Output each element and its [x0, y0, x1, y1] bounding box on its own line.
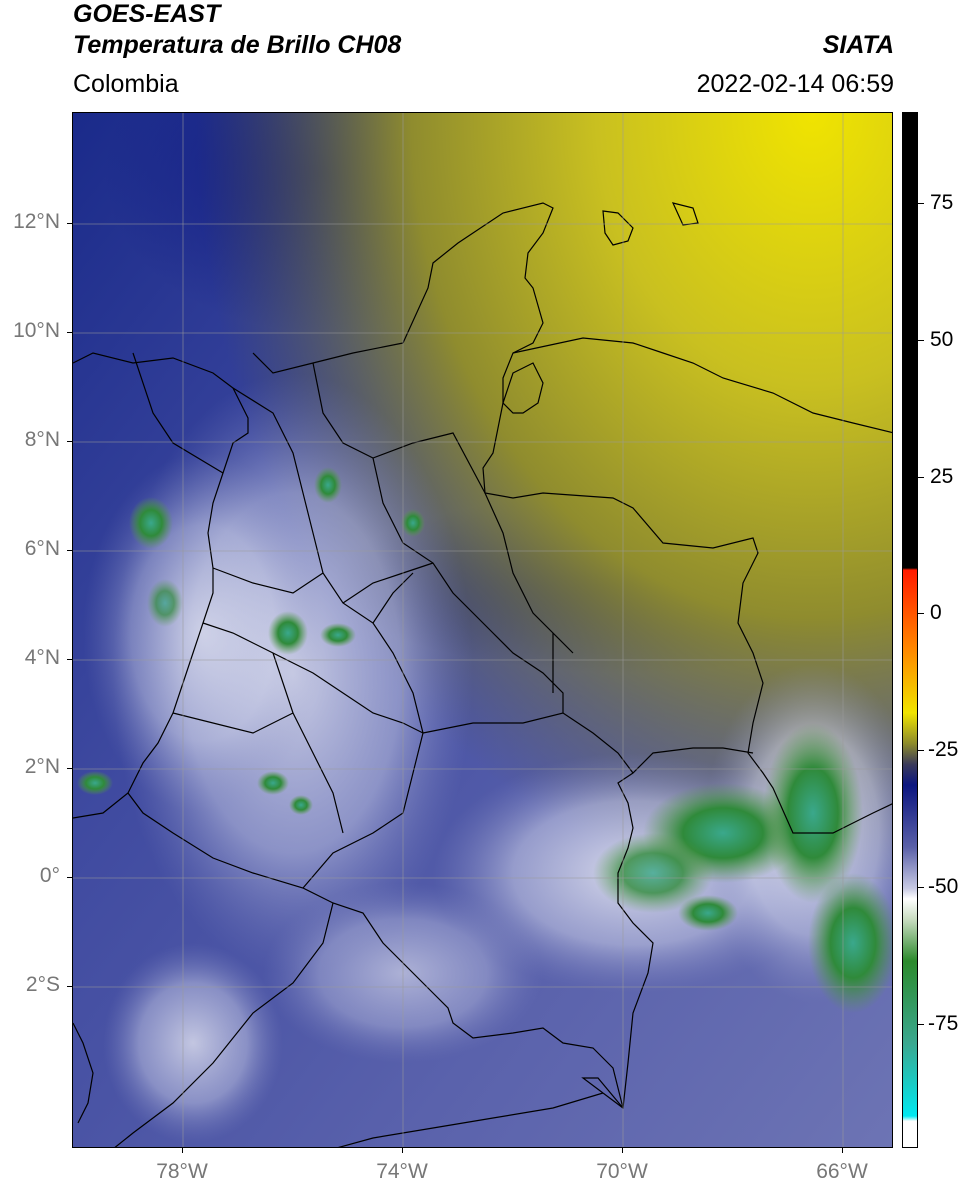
- colorbar-label-0: 0: [930, 601, 942, 624]
- colorbar-label-minus50: -50: [928, 875, 959, 898]
- lat-tick-mark: [67, 768, 72, 769]
- colorbar-tick-mark: [918, 477, 924, 478]
- colorbar-label-minus75: -75: [928, 1012, 959, 1035]
- colorbar-tick-mark: [918, 887, 924, 888]
- lat-label-12n: 12°N: [13, 210, 60, 233]
- colorbar-tick-mark: [918, 340, 924, 341]
- colorbar-label-25: 25: [930, 465, 954, 488]
- colorbar-tick-mark: [918, 1024, 924, 1025]
- lat-label-4n: 4°N: [24, 646, 60, 669]
- lon-label-78w: 78°W: [156, 1160, 208, 1183]
- country-borders: [73, 202, 892, 1147]
- lat-tick-mark: [67, 332, 72, 333]
- lat-tick-mark: [67, 550, 72, 551]
- lon-label-74w: 74°W: [376, 1160, 428, 1183]
- map-image: [73, 113, 892, 1147]
- lat-tick-mark: [67, 223, 72, 224]
- lat-tick-mark: [67, 877, 72, 878]
- title-product: Temperatura de Brillo CH08: [73, 31, 402, 59]
- lat-label-equator: 0°: [39, 864, 60, 887]
- lat-label-6n: 6°N: [24, 537, 60, 560]
- colorbar-label-minus25: -25: [928, 738, 959, 761]
- colorbar-label-50: 50: [930, 328, 954, 351]
- title-satellite: GOES-EAST: [73, 0, 221, 28]
- lat-label-8n: 8°N: [24, 428, 60, 451]
- timestamp-label: 2022-02-14 06:59: [696, 70, 894, 98]
- lat-tick-mark: [67, 441, 72, 442]
- lat-label-2n: 2°N: [24, 755, 60, 778]
- colorbar-tick-mark: [918, 613, 924, 614]
- lat-tick-mark: [67, 659, 72, 660]
- lat-tick-mark: [67, 986, 72, 987]
- lon-tick-mark: [622, 1148, 623, 1153]
- lon-tick-mark: [842, 1148, 843, 1153]
- lat-label-2s: 2°S: [25, 973, 60, 996]
- colorbar: [902, 112, 918, 1148]
- satellite-map[interactable]: [72, 112, 893, 1148]
- brand-label: SIATA: [822, 31, 894, 59]
- colorbar-label-75: 75: [930, 191, 954, 214]
- lon-label-66w: 66°W: [816, 1160, 868, 1183]
- colorbar-tick-mark: [918, 203, 924, 204]
- region-label: Colombia: [73, 70, 179, 98]
- colorbar-tick-mark: [918, 750, 924, 751]
- graticule: [73, 113, 892, 1147]
- lat-label-10n: 10°N: [13, 319, 60, 342]
- lon-tick-mark: [402, 1148, 403, 1153]
- lon-tick-mark: [182, 1148, 183, 1153]
- lon-label-70w: 70°W: [596, 1160, 648, 1183]
